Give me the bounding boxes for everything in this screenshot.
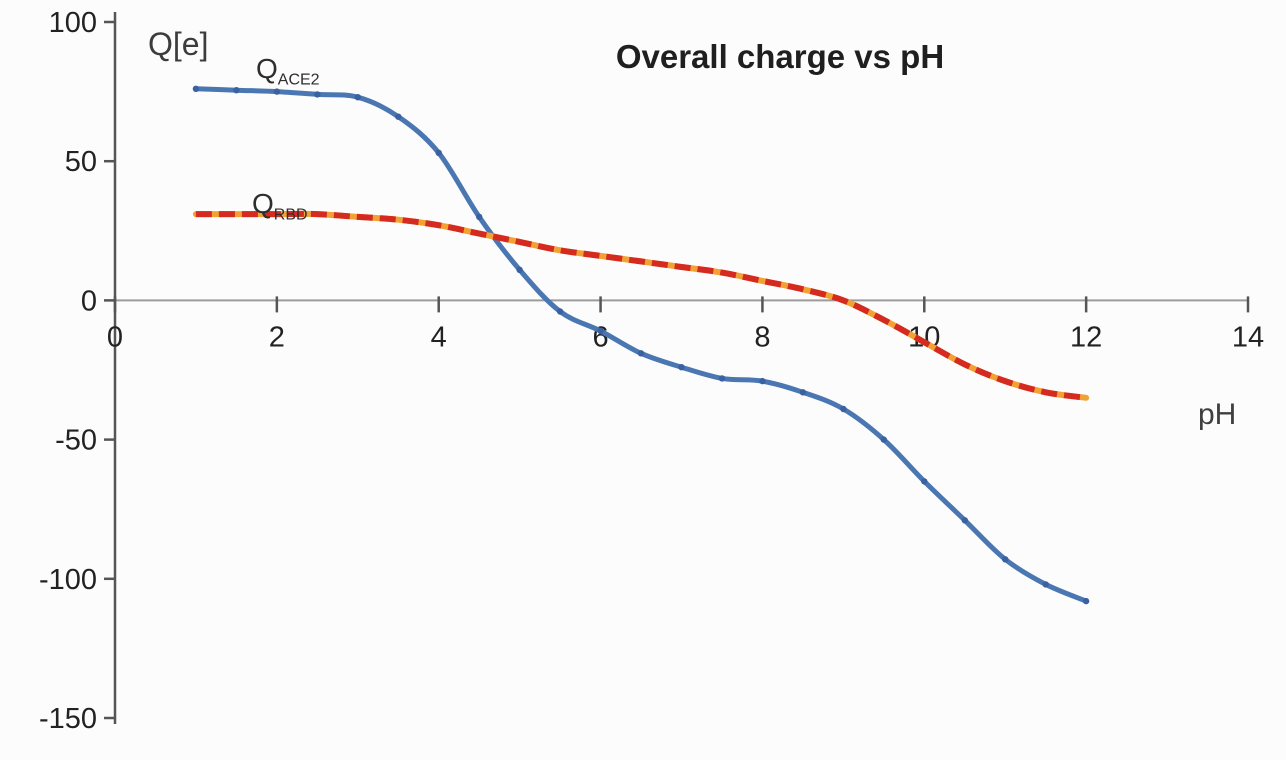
series-q-ace2-data-point-marker (314, 91, 321, 98)
series-q-ace2-data-point-marker (1002, 556, 1009, 563)
series-q-ace2-data-point-marker (718, 375, 726, 382)
chart-title: Overall charge vs pH (615, 38, 945, 75)
y-axis-label: Q[e] (148, 26, 209, 62)
series-label-rbd-sub: RBD (273, 206, 308, 224)
y-tick-label: -150 (39, 703, 97, 735)
series-q-ace2-data-point-marker (678, 364, 685, 371)
series-q-ace2-data-point-marker (961, 517, 968, 524)
series-q-ace2-data-point-marker (516, 266, 523, 273)
x-tick-label: 0 (107, 321, 123, 353)
series-label-ace2-main: Q (256, 53, 278, 84)
x-tick-label: 4 (431, 321, 447, 353)
x-tick-label: 12 (1070, 321, 1102, 353)
series-q-ace2-data-point-marker (597, 327, 604, 335)
series-q-ace2-data-point-marker (395, 113, 402, 120)
series-label-rbd: QRBD (252, 190, 308, 224)
series-q-ace2-data-point-marker (556, 308, 564, 315)
series-label-rbd-main: Q (252, 188, 274, 219)
series-q-ace2-data-point-marker (799, 389, 807, 396)
series-q-ace2-data-point-marker (435, 149, 442, 156)
series-q-ace2-data-point-marker (476, 213, 483, 221)
series-q-ace2-data-point-marker (880, 436, 887, 443)
y-tick-label: -50 (55, 425, 97, 457)
series-q-ace2-data-point-marker (354, 94, 361, 101)
series-q-ace2-line (193, 86, 1089, 604)
series-q-ace2-data-point-marker (1082, 597, 1090, 605)
series-q-ace2-data-point-marker (273, 88, 281, 95)
series-label-ace2: QACE2 (256, 55, 320, 89)
series-q-ace2-data-point-marker (233, 87, 240, 94)
x-tick-label: 14 (1232, 321, 1264, 353)
series-q-ace2-data-point-marker (192, 85, 200, 93)
series-q-rbd-line (195, 210, 1087, 401)
x-tick-label: 8 (754, 321, 770, 353)
y-tick-label: 50 (65, 146, 97, 178)
x-tick-label: 2 (269, 321, 285, 353)
series-q-ace2-data-point-marker (637, 350, 645, 357)
series-q-rbd-underlay-line (192, 210, 1090, 401)
series-q-ace2-data-point-marker (759, 377, 766, 385)
series-q-ace2-data-point-marker (1042, 581, 1049, 588)
x-axis-label: pH (1198, 398, 1237, 431)
series-q-ace2-data-point-marker (921, 478, 928, 485)
y-tick-label: 100 (49, 7, 97, 39)
y-tick-label: 0 (81, 285, 97, 317)
series-label-ace2-sub: ACE2 (277, 71, 320, 89)
y-tick-label: -100 (39, 564, 97, 596)
series-q-ace2-data-point-marker (840, 405, 847, 413)
